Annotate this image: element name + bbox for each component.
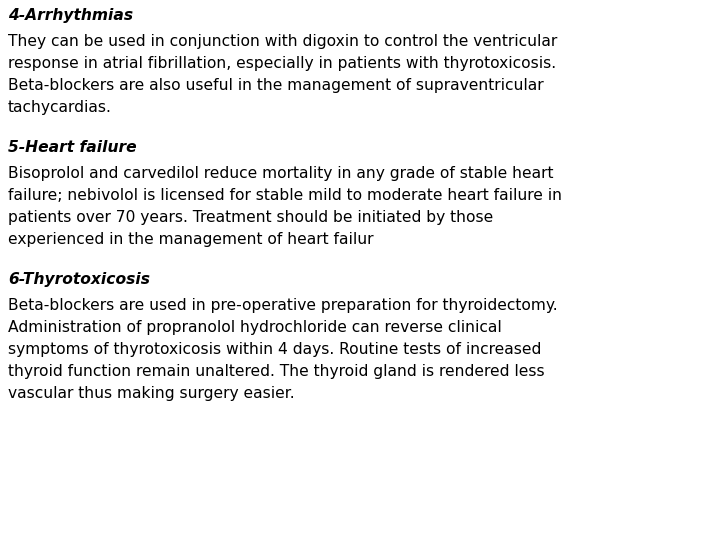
- Text: failure; nebivolol is licensed for stable mild to moderate heart failure in: failure; nebivolol is licensed for stabl…: [8, 188, 562, 203]
- Text: experienced in the management of heart failur: experienced in the management of heart f…: [8, 232, 374, 247]
- Text: Bisoprolol and carvedilol reduce mortality in any grade of stable heart: Bisoprolol and carvedilol reduce mortali…: [8, 166, 554, 181]
- Text: 4-Arrhythmias: 4-Arrhythmias: [8, 8, 133, 23]
- Text: Beta-blockers are used in pre-operative preparation for thyroidectomy.: Beta-blockers are used in pre-operative …: [8, 298, 557, 313]
- Text: Beta-blockers are also useful in the management of supraventricular: Beta-blockers are also useful in the man…: [8, 78, 544, 93]
- Text: 5-Heart failure: 5-Heart failure: [8, 140, 137, 155]
- Text: symptoms of thyrotoxicosis within 4 days. Routine tests of increased: symptoms of thyrotoxicosis within 4 days…: [8, 342, 541, 357]
- Text: response in atrial fibrillation, especially in patients with thyrotoxicosis.: response in atrial fibrillation, especia…: [8, 56, 556, 71]
- Text: 6-Thyrotoxicosis: 6-Thyrotoxicosis: [8, 272, 150, 287]
- Text: thyroid function remain unaltered. The thyroid gland is rendered less: thyroid function remain unaltered. The t…: [8, 364, 544, 379]
- Text: They can be used in conjunction with digoxin to control the ventricular: They can be used in conjunction with dig…: [8, 34, 557, 49]
- Text: Administration of propranolol hydrochloride can reverse clinical: Administration of propranolol hydrochlor…: [8, 320, 502, 335]
- Text: tachycardias.: tachycardias.: [8, 100, 112, 115]
- Text: vascular thus making surgery easier.: vascular thus making surgery easier.: [8, 386, 294, 401]
- Text: patients over 70 years. Treatment should be initiated by those: patients over 70 years. Treatment should…: [8, 210, 493, 225]
